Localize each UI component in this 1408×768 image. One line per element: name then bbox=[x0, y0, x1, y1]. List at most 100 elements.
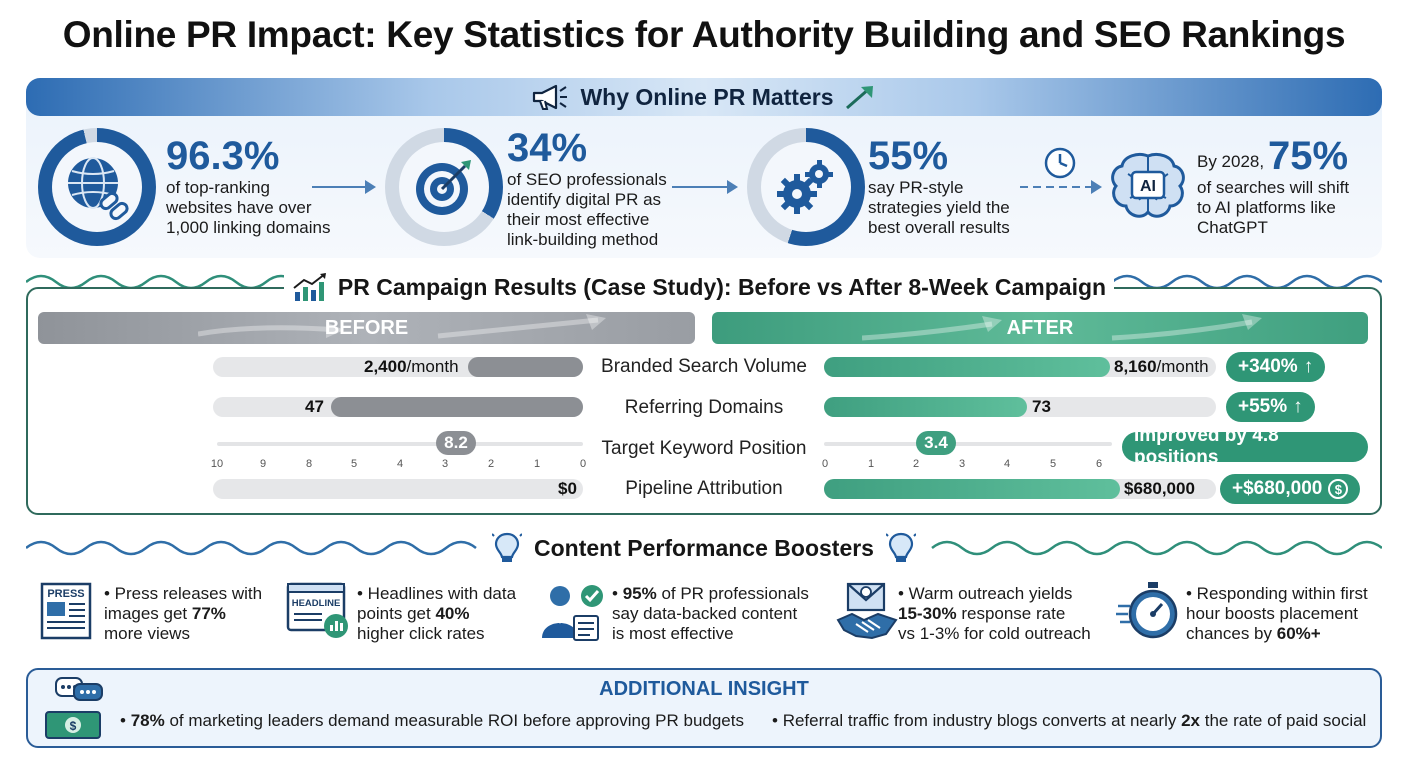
metric-label-pipeline: Pipeline Attribution bbox=[625, 478, 783, 499]
campaign-heading-bar: PR Campaign Results (Case Study): Before… bbox=[284, 271, 1114, 303]
before-axis-tick: 10 bbox=[210, 458, 224, 470]
before-value-referring-domains: 47 bbox=[305, 397, 324, 416]
before-bar-branded-search bbox=[468, 357, 583, 377]
stat-ai-prefix: By 2028, bbox=[1197, 152, 1265, 171]
after-bar-referring-domains bbox=[824, 397, 1027, 417]
before-axis-tick: 1 bbox=[533, 458, 541, 470]
target-dart-icon bbox=[416, 160, 471, 215]
metric-label-branded-search: Branded Search Volume bbox=[601, 356, 807, 377]
stat-pr-strategies-value: 55% bbox=[868, 134, 949, 178]
before-value-pipeline: $0 bbox=[558, 479, 577, 498]
page-title: Online PR Impact: Key Statistics for Aut… bbox=[62, 14, 1346, 55]
lightbulb-icon bbox=[885, 532, 916, 562]
before-label: BEFORE bbox=[324, 316, 409, 339]
before-header: BEFORE bbox=[38, 312, 695, 344]
flow-arrow-3 bbox=[1020, 180, 1102, 194]
chart-growth-icon bbox=[293, 273, 326, 301]
insight-item-roi: • 78% of marketing leaders demand measur… bbox=[120, 711, 744, 730]
after-axis-keyword-position bbox=[824, 442, 1112, 446]
after-axis-tick: 2 bbox=[912, 458, 920, 470]
before-axis-keyword-position bbox=[217, 442, 583, 446]
flow-arrow-2 bbox=[672, 180, 738, 194]
stat-pr-strategies-text: say PR-style strategies yield the best ove… bbox=[868, 178, 1010, 237]
after-axis-tick: 4 bbox=[1003, 458, 1011, 470]
after-header: AFTER bbox=[712, 312, 1368, 344]
after-axis-tick: 3 bbox=[958, 458, 966, 470]
booster-item-data-backed: • 95% of PR professionals say data-backe… bbox=[612, 584, 809, 643]
additional-insight-panel bbox=[26, 668, 1382, 748]
money-chat-icon: $ bbox=[45, 677, 103, 739]
why-online-pr-banner: Why Online PR Matters bbox=[26, 78, 1382, 116]
ring-chart-pr-strategies bbox=[747, 128, 865, 246]
gears-icon bbox=[777, 160, 833, 214]
arrow-up-icon: ↑ bbox=[1303, 356, 1314, 377]
before-axis-tick: 2 bbox=[487, 458, 495, 470]
svg-text:$: $ bbox=[70, 719, 77, 733]
after-axis-tick: 6 bbox=[1095, 458, 1103, 470]
svg-text:HEADLINE: HEADLINE bbox=[292, 598, 341, 609]
stopwatch-icon bbox=[1116, 582, 1178, 639]
change-pill-referring-domains: +55% ↑ bbox=[1226, 392, 1315, 422]
before-swoosh-arrow bbox=[198, 314, 606, 339]
lightbulb-icon bbox=[492, 532, 523, 562]
before-axis-tick: 9 bbox=[259, 458, 267, 470]
ai-chip-label: AI bbox=[1140, 178, 1156, 195]
before-axis-tick: 3 bbox=[441, 458, 449, 470]
svg-text:PRESS: PRESS bbox=[47, 588, 84, 600]
ring-chart-linking-domains bbox=[38, 128, 156, 246]
decorative-wave bbox=[26, 540, 1382, 556]
stat-digital-pr-text: of SEO professionals identify digital PR … bbox=[507, 170, 667, 249]
after-axis-tick: 5 bbox=[1049, 458, 1057, 470]
boosters-heading-bar: Content Performance Boosters bbox=[478, 527, 930, 569]
change-pill-keyword-position: Improved by 4.8 positions bbox=[1122, 425, 1368, 468]
megaphone-icon bbox=[533, 84, 568, 110]
handshake-email-icon bbox=[836, 582, 898, 640]
before-track-pipeline bbox=[213, 479, 583, 499]
change-pill-branded-search: +340% ↑ bbox=[1226, 352, 1326, 382]
before-axis-tick: 4 bbox=[396, 458, 404, 470]
stat-ai-value: 75% bbox=[1268, 134, 1349, 178]
booster-item-press-releases: • Press releases with images get 77% mor… bbox=[104, 584, 263, 643]
after-bar-branded-search bbox=[824, 357, 1110, 377]
after-marker-keyword-position: 3.4 bbox=[916, 431, 956, 455]
campaign-heading: PR Campaign Results (Case Study): Before… bbox=[337, 273, 1107, 300]
after-label: AFTER bbox=[1006, 316, 1074, 339]
before-axis-tick: 8 bbox=[305, 458, 313, 470]
booster-item-warm-outreach: • Warm outreach yields 15-30% response r… bbox=[898, 584, 1091, 643]
stat-linking-domains-text: of top-ranking websites have over 1,000 li… bbox=[166, 178, 331, 237]
professional-check-icon bbox=[542, 585, 603, 641]
before-axis-tick: 5 bbox=[350, 458, 358, 470]
change-pill-pipeline: +$680,000 $ bbox=[1220, 474, 1361, 504]
press-release-icon: PRESS bbox=[40, 582, 92, 640]
after-swoosh-arrow bbox=[862, 314, 1262, 341]
booster-item-headlines: • Headlines with data points get 40% hig… bbox=[357, 584, 517, 643]
dollar-circle-icon: $ bbox=[1328, 479, 1349, 499]
headline-chart-icon: HEADLINE bbox=[286, 582, 348, 638]
before-marker-keyword-position: 8.2 bbox=[436, 431, 476, 455]
after-value-pipeline: $680,000 bbox=[1124, 479, 1195, 498]
globe-link-icon bbox=[68, 157, 129, 221]
after-value-branded-search: 8,160/month bbox=[1114, 357, 1209, 376]
before-value-branded-search: 2,400/month bbox=[364, 357, 459, 376]
metric-label-keyword-position: Target Keyword Position bbox=[601, 438, 807, 459]
ring-chart-digital-pr bbox=[385, 128, 503, 246]
stat-ai-text: of searches will shift to AI platforms li… bbox=[1197, 178, 1350, 237]
trend-arrow-icon bbox=[845, 86, 873, 110]
after-value-referring-domains: 73 bbox=[1032, 397, 1051, 416]
stat-digital-pr-value: 34% bbox=[507, 126, 588, 170]
after-axis-tick: 0 bbox=[821, 458, 829, 470]
before-bar-referring-domains bbox=[331, 397, 583, 417]
arrow-up-icon: ↑ bbox=[1293, 396, 1303, 417]
insight-heading: ADDITIONAL INSIGHT bbox=[599, 678, 809, 700]
stat-linking-domains-value: 96.3% bbox=[166, 134, 280, 178]
boosters-heading: Content Performance Boosters bbox=[534, 534, 874, 561]
ai-brain-icon: AI bbox=[1111, 152, 1185, 218]
clock-icon bbox=[1044, 147, 1076, 179]
booster-item-responding: • Responding within first hour boosts pl… bbox=[1186, 584, 1368, 643]
insight-item-referral: • Referral traffic from industry blogs c… bbox=[772, 711, 1367, 730]
before-axis-tick: 0 bbox=[579, 458, 587, 470]
after-axis-tick: 1 bbox=[867, 458, 875, 470]
flow-arrow-1 bbox=[312, 180, 376, 194]
why-heading: Why Online PR Matters bbox=[580, 83, 834, 110]
metric-label-referring-domains: Referring Domains bbox=[624, 397, 784, 418]
